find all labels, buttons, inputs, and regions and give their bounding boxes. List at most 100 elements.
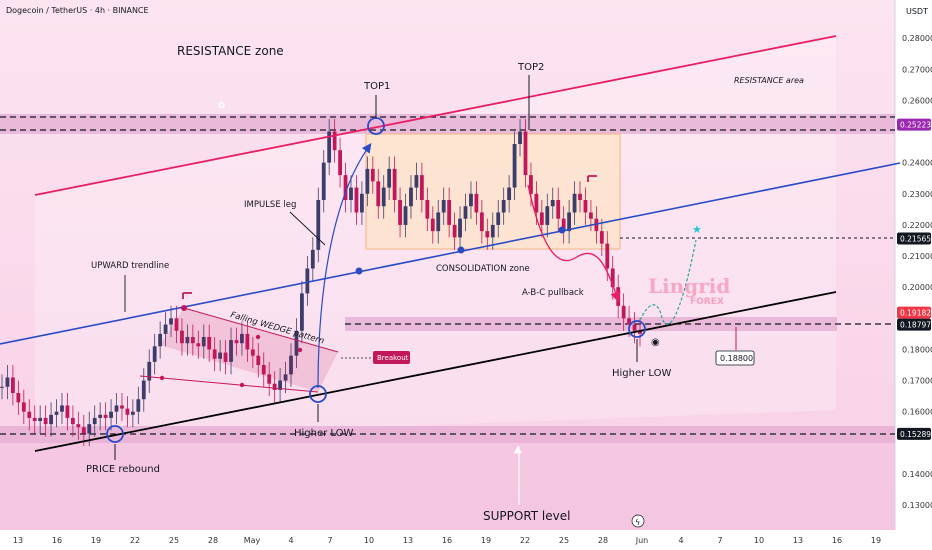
candle-body — [550, 200, 555, 207]
candle-body — [359, 193, 364, 213]
wedge-upper-line — [183, 307, 339, 353]
candle-body — [92, 417, 97, 425]
price-tick-label: 0.17000 — [902, 377, 932, 386]
resistance-zone-band — [0, 114, 895, 134]
candle-body — [0, 386, 4, 388]
candle-body — [229, 340, 233, 362]
price-rebound-label: PRICE rebound — [86, 464, 160, 475]
target-label: 0.18800 — [720, 354, 753, 363]
candle-body — [201, 336, 206, 347]
trend-dot-4 — [558, 226, 566, 234]
price-tick-label: 0.22000 — [902, 221, 932, 230]
candle-body — [207, 336, 212, 350]
support-zone-band — [0, 426, 895, 443]
candle-body — [289, 355, 293, 375]
top1-label: TOP1 — [363, 81, 390, 92]
candle-body — [589, 212, 593, 219]
candle-body — [278, 380, 283, 390]
candle-body — [283, 374, 288, 381]
candle-body — [463, 206, 468, 219]
candle-body — [147, 361, 152, 381]
time-tick-label: 19 — [871, 536, 881, 545]
candle-body — [240, 333, 244, 344]
candle-body — [561, 218, 566, 232]
support-trendline — [34, 291, 837, 452]
time-tick-label: 7 — [717, 536, 722, 545]
wedge-dot-4 — [297, 347, 303, 353]
candle-body — [392, 168, 397, 201]
higher-low-label-2: Higher LOW — [612, 368, 672, 379]
upward-trendline-label: UPWARD trendline — [91, 261, 169, 271]
candle-body — [76, 424, 81, 428]
candle-body — [430, 218, 435, 232]
candle-body — [27, 411, 32, 418]
price-tick-label: 0.20000 — [902, 283, 932, 292]
candle-body — [447, 200, 452, 225]
candle-body — [512, 143, 517, 188]
price-axis[interactable]: 0.28000 0.27000 0.26000 0.24000 0.23000 0.220… — [902, 34, 932, 510]
lightning-icon[interactable] — [631, 514, 645, 528]
candle-body — [496, 212, 501, 225]
price-tick-label: 0.18000 — [902, 345, 932, 354]
consolidation-box — [365, 133, 621, 250]
wedge-dot-3 — [255, 334, 261, 340]
candle-body — [567, 212, 572, 232]
candle-body — [136, 399, 141, 412]
candle-body — [349, 187, 353, 201]
abc-pullback-label: A-B-C pullback — [522, 288, 584, 298]
candle-body — [234, 340, 239, 344]
projection-star-icon: ★ — [692, 223, 702, 236]
candle-body — [70, 417, 75, 425]
time-tick-label: 28 — [598, 536, 608, 545]
candle-body — [120, 405, 124, 409]
price-tag-box — [897, 427, 931, 440]
candle-body — [599, 231, 604, 244]
candle-body — [163, 324, 168, 334]
candle-body — [169, 318, 173, 325]
candle-body — [196, 343, 201, 347]
time-axis[interactable]: 13 16 19 22 25 28 May 4 7 10 13 16 19 22 25 28 Jun 4 7 10 13… — [13, 536, 881, 545]
currency-label: USDT — [906, 7, 928, 16]
candle-body — [180, 330, 184, 344]
candle-body — [327, 131, 332, 163]
candle-body — [332, 131, 337, 151]
candle-body — [152, 346, 157, 362]
top2-label: TOP2 — [517, 62, 544, 73]
resistance-zone-label: RESISTANCE zone — [177, 44, 284, 58]
candle-body — [81, 427, 86, 434]
candle-body — [572, 193, 577, 213]
candle-body — [545, 206, 550, 225]
candle-body — [398, 200, 402, 225]
candle-body — [376, 181, 381, 207]
projection-path — [639, 239, 697, 325]
candle-body — [419, 175, 424, 201]
price-tick-label: 0.28000 — [902, 34, 932, 43]
candle-body — [54, 411, 59, 415]
candle-body — [10, 377, 15, 394]
candle-body — [354, 187, 359, 213]
symbol-header: Dogecoin / TetherUS · 4h · BINANCE — [6, 6, 149, 15]
candle-body — [21, 402, 26, 412]
price-tick-label: 0.26000 — [902, 96, 932, 105]
callout-impulse — [289, 211, 326, 246]
time-tick-label: 19 — [481, 536, 491, 545]
candle-body — [539, 212, 544, 225]
candle-body — [338, 150, 342, 176]
candle-body — [610, 268, 615, 288]
candle-body — [523, 131, 528, 176]
time-tick-label: 10 — [364, 536, 374, 545]
candle-body — [414, 175, 419, 188]
candle-body — [485, 231, 490, 238]
candle-body — [245, 333, 250, 350]
flag-icon-1 — [182, 292, 192, 299]
eye-icon: ◉ — [651, 337, 660, 348]
abc-pullback-arrow — [527, 184, 621, 303]
candle-body — [409, 187, 413, 207]
candle-body — [38, 417, 43, 422]
candle-body — [261, 365, 266, 375]
time-tick-label: May — [244, 536, 261, 545]
target-box — [715, 350, 755, 366]
candle-body — [218, 352, 223, 359]
breakout-tag — [373, 351, 410, 364]
candle-body — [43, 417, 48, 425]
